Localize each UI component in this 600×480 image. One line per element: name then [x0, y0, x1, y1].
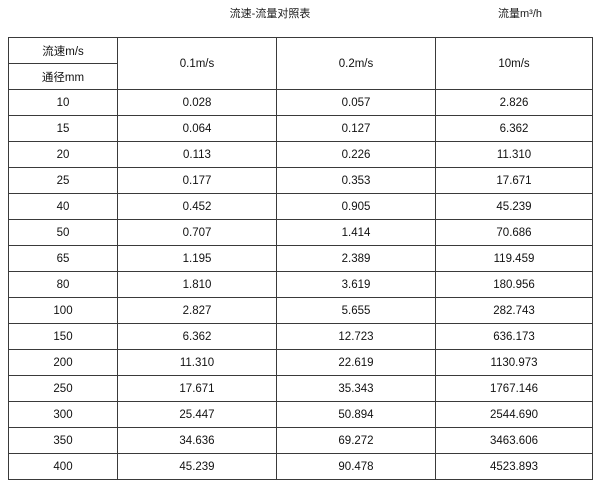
cell-flow-2: 0.226 [276, 141, 436, 168]
cell-diameter: 50 [8, 219, 118, 246]
cell-flow-2: 2.389 [276, 245, 436, 272]
table-row: 300 25.447 50.894 2544.690 [8, 401, 593, 428]
cell-flow-1: 2.827 [117, 297, 277, 324]
cell-flow-1: 0.113 [117, 141, 277, 168]
table-row: 20 0.113 0.226 11.310 [8, 141, 593, 168]
header-velocity-label: 流速m/s [8, 37, 118, 64]
cell-flow-1: 0.177 [117, 167, 277, 194]
cell-flow-3: 180.956 [435, 271, 593, 298]
cell-flow-2: 35.343 [276, 375, 436, 402]
cell-flow-2: 12.723 [276, 323, 436, 350]
cell-flow-3: 45.239 [435, 193, 593, 220]
flow-velocity-table: 流速m/s 0.1m/s 0.2m/s 10m/s 通径mm 10 0.028 0.057 2.… [8, 37, 593, 480]
cell-diameter: 10 [8, 89, 118, 116]
table-row: 80 1.810 3.619 180.956 [8, 271, 593, 298]
header-diameter-label: 通径mm [8, 63, 118, 90]
cell-flow-2: 0.353 [276, 167, 436, 194]
cell-flow-1: 0.028 [117, 89, 277, 116]
cell-flow-3: 6.362 [435, 115, 593, 142]
cell-flow-3: 70.686 [435, 219, 593, 246]
table-row: 100 2.827 5.655 282.743 [8, 297, 593, 324]
table-row: 40 0.452 0.905 45.239 [8, 193, 593, 220]
cell-flow-3: 282.743 [435, 297, 593, 324]
cell-flow-3: 2544.690 [435, 401, 593, 428]
table-row: 65 1.195 2.389 119.459 [8, 245, 593, 272]
cell-diameter: 65 [8, 245, 118, 272]
cell-flow-2: 90.478 [276, 453, 436, 480]
cell-flow-2: 0.905 [276, 193, 436, 220]
cell-flow-1: 6.362 [117, 323, 277, 350]
cell-flow-3: 17.671 [435, 167, 593, 194]
cell-diameter: 20 [8, 141, 118, 168]
flow-unit-label: 流量m³/h [498, 8, 542, 20]
cell-flow-3: 11.310 [435, 141, 593, 168]
cell-diameter: 300 [8, 401, 118, 428]
cell-flow-1: 34.636 [117, 427, 277, 454]
page-title: 流速-流量对照表 [229, 8, 311, 20]
cell-flow-2: 0.057 [276, 89, 436, 116]
table-row: 400 45.239 90.478 4523.893 [8, 453, 593, 480]
cell-diameter: 80 [8, 271, 118, 298]
cell-diameter: 150 [8, 323, 118, 350]
cell-flow-2: 5.655 [276, 297, 436, 324]
cell-flow-3: 1767.146 [435, 375, 593, 402]
cell-diameter: 350 [8, 427, 118, 454]
cell-flow-1: 17.671 [117, 375, 277, 402]
cell-flow-1: 11.310 [117, 349, 277, 376]
table-row: 200 11.310 22.619 1130.973 [8, 349, 593, 376]
table-row: 150 6.362 12.723 636.173 [8, 323, 593, 350]
cell-flow-1: 0.452 [117, 193, 277, 220]
cell-flow-1: 1.810 [117, 271, 277, 298]
cell-flow-1: 0.064 [117, 115, 277, 142]
cell-flow-1: 25.447 [117, 401, 277, 428]
cell-flow-2: 1.414 [276, 219, 436, 246]
cell-flow-3: 3463.606 [435, 427, 593, 454]
cell-flow-1: 1.195 [117, 245, 277, 272]
cell-diameter: 250 [8, 375, 118, 402]
cell-diameter: 400 [8, 453, 118, 480]
table-row: 250 17.671 35.343 1767.146 [8, 375, 593, 402]
caption-row: 流速-流量对照表 流量m³/h [0, 0, 600, 36]
column-header-1: 0.1m/s [117, 37, 277, 90]
table-row: 25 0.177 0.353 17.671 [8, 167, 593, 194]
header-row-top: 流速m/s 0.1m/s 0.2m/s 10m/s [8, 37, 593, 90]
cell-flow-3: 4523.893 [435, 453, 593, 480]
cell-flow-3: 1130.973 [435, 349, 593, 376]
column-header-3: 10m/s [435, 37, 593, 90]
flow-velocity-table-container: 流速m/s 0.1m/s 0.2m/s 10m/s 通径mm 10 0.028 0.057 2.… [8, 37, 593, 480]
cell-diameter: 200 [8, 349, 118, 376]
cell-diameter: 15 [8, 115, 118, 142]
cell-flow-2: 69.272 [276, 427, 436, 454]
cell-diameter: 25 [8, 167, 118, 194]
cell-flow-3: 2.826 [435, 89, 593, 116]
cell-flow-2: 50.894 [276, 401, 436, 428]
cell-flow-2: 3.619 [276, 271, 436, 298]
table-body: 流速m/s 0.1m/s 0.2m/s 10m/s 通径mm 10 0.028 0.057 2.… [8, 37, 593, 480]
cell-flow-1: 45.239 [117, 453, 277, 480]
cell-flow-3: 119.459 [435, 245, 593, 272]
cell-flow-3: 636.173 [435, 323, 593, 350]
cell-flow-2: 0.127 [276, 115, 436, 142]
column-header-2: 0.2m/s [276, 37, 436, 90]
table-row: 50 0.707 1.414 70.686 [8, 219, 593, 246]
table-row: 15 0.064 0.127 6.362 [8, 115, 593, 142]
cell-diameter: 100 [8, 297, 118, 324]
cell-flow-2: 22.619 [276, 349, 436, 376]
table-row: 10 0.028 0.057 2.826 [8, 89, 593, 116]
table-row: 350 34.636 69.272 3463.606 [8, 427, 593, 454]
cell-flow-1: 0.707 [117, 219, 277, 246]
cell-diameter: 40 [8, 193, 118, 220]
